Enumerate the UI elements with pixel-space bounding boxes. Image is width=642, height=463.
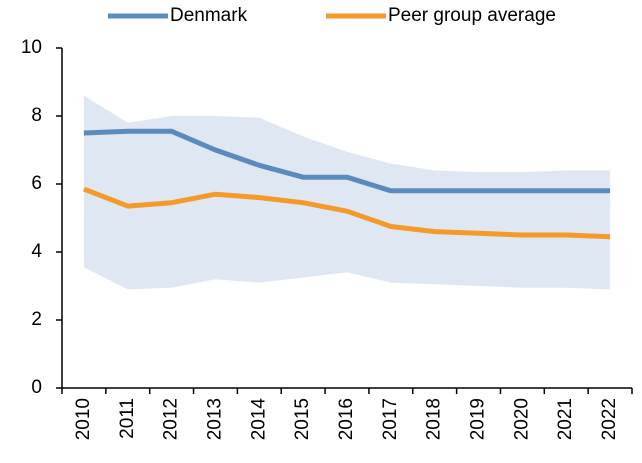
x-tick-label: 2019 <box>468 398 489 440</box>
legend-label: Denmark <box>170 5 248 26</box>
series-line <box>83 128 611 194</box>
x-tick-label: 2016 <box>336 398 357 440</box>
x-tick-label: 2017 <box>380 398 401 440</box>
x-tick-label: 2022 <box>599 398 620 440</box>
x-tick-label: 2011 <box>117 398 138 439</box>
x-tick-label: 2018 <box>424 398 445 440</box>
x-tick-label: 2015 <box>292 398 313 440</box>
x-tick-label: 2012 <box>161 398 182 440</box>
y-tick-label: 2 <box>31 309 42 330</box>
x-tick-label: 2020 <box>511 398 532 440</box>
y-tick-label: 8 <box>31 105 42 126</box>
y-tick-label: 0 <box>31 377 42 398</box>
range-band <box>83 95 611 290</box>
y-tick-label: 4 <box>31 241 42 262</box>
x-tick-label: 2014 <box>248 398 269 441</box>
x-tick-label: 2010 <box>73 398 94 440</box>
y-tick-label: 6 <box>31 173 42 194</box>
y-tick-label: 10 <box>21 37 42 58</box>
legend-label: Peer group average <box>388 5 556 26</box>
x-tick-label: 2021 <box>555 398 576 440</box>
series-line <box>83 186 611 240</box>
x-tick-label: 2013 <box>204 398 225 440</box>
